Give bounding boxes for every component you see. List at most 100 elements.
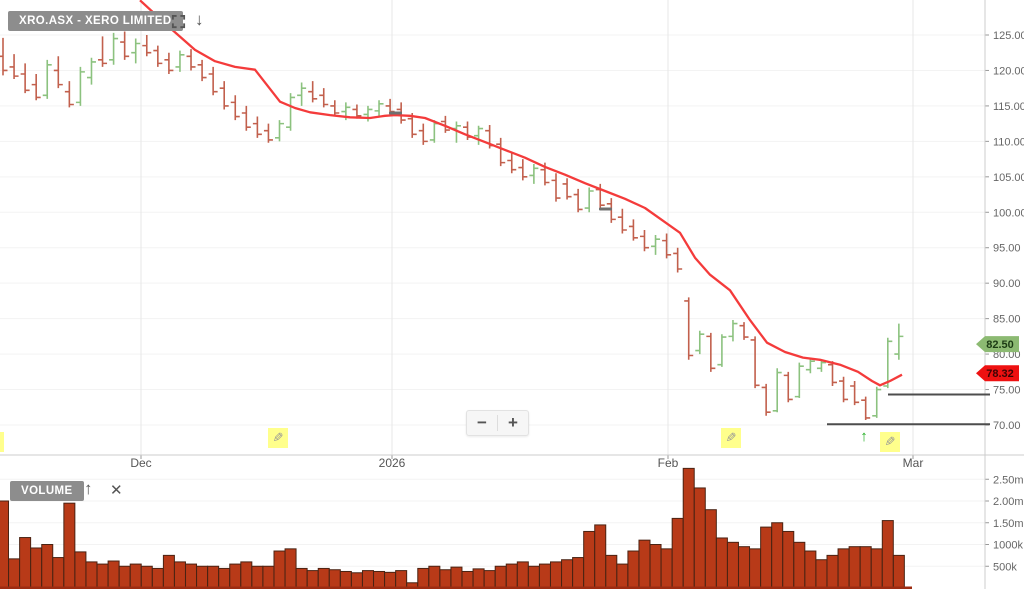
volume-bar	[815, 559, 828, 589]
volume-bar	[715, 537, 728, 589]
volume-bar	[273, 550, 286, 589]
pencil-annotation-icon[interactable]: ✎	[880, 432, 900, 452]
pencil-annotation-icon[interactable]: ✎	[268, 428, 288, 448]
pencil-annotation-icon[interactable]: ✎	[0, 432, 4, 452]
volume-bar	[837, 548, 850, 589]
ohlc-bar	[706, 332, 716, 372]
volume-bar	[151, 567, 164, 589]
ohlc-bar	[717, 334, 727, 367]
volume-bar	[373, 570, 386, 589]
ohlc-bar	[418, 123, 428, 145]
ohlc-bar	[872, 386, 882, 418]
ohlc-bar	[894, 323, 904, 360]
zoom-in-button[interactable]: +	[508, 413, 518, 432]
ohlc-bar	[850, 381, 860, 406]
time-axis-label: Dec	[130, 456, 151, 470]
ohlc-bar	[64, 81, 74, 108]
volume-bar	[505, 563, 518, 589]
volume-bar	[782, 530, 795, 589]
zoom-divider	[497, 415, 498, 431]
ohlc-bar	[772, 368, 782, 413]
ohlc-bar	[695, 330, 705, 355]
volume-bar	[892, 554, 905, 589]
volume-bar	[140, 565, 153, 589]
volume-move-up-icon[interactable]: ↑	[84, 479, 93, 498]
ohlc-bar	[263, 123, 273, 143]
volume-bar	[826, 554, 839, 589]
volume-bar	[693, 487, 706, 589]
price-axis-label: 70.00	[993, 420, 1021, 432]
dash-marker[interactable]	[599, 207, 612, 211]
ohlc-bar	[828, 361, 837, 386]
ohlc-bar	[739, 322, 749, 340]
volume-bar	[450, 566, 463, 589]
ohlc-bar	[142, 35, 152, 57]
volume-bar	[240, 561, 253, 589]
ohlc-bar	[551, 173, 561, 202]
volume-bar	[561, 559, 574, 589]
volume-bar	[173, 561, 186, 589]
symbol-title-badge[interactable]: XRO.ASX - XERO LIMITED	[8, 11, 183, 31]
ohlc-bar	[275, 120, 284, 142]
volume-bar	[594, 524, 607, 589]
time-axis-label: 2026	[379, 456, 406, 470]
dash-marker[interactable]	[389, 111, 402, 115]
ohlc-bar	[750, 336, 760, 389]
volume-bar	[726, 541, 739, 589]
ohlc-bar	[507, 152, 517, 174]
ohlc-bar	[42, 59, 52, 99]
price-badge-label: 82.50	[986, 339, 1014, 351]
volume-bar	[317, 567, 330, 589]
volume-bar	[85, 561, 98, 589]
volume-bar	[494, 565, 507, 589]
volume-bar	[428, 565, 441, 589]
ohlc-bar	[241, 105, 251, 131]
volume-bar	[350, 572, 363, 589]
price-badge-label: 78.32	[986, 368, 1014, 380]
ohlc-bar	[573, 188, 583, 213]
volume-bar	[251, 565, 264, 589]
ohlc-bar	[208, 66, 218, 96]
volume-close-icon[interactable]: ✕	[110, 482, 123, 499]
buy-signal-arrow-icon[interactable]: ↑	[860, 428, 868, 445]
collapse-down-arrow-icon[interactable]: ↓	[195, 10, 204, 29]
volume-bar	[118, 565, 131, 589]
ohlc-bar	[31, 74, 41, 101]
pencil-annotation-icon[interactable]: ✎	[721, 428, 741, 448]
ohlc-bar	[728, 320, 738, 342]
ohlc-bar	[286, 93, 296, 131]
volume-title-badge[interactable]: VOLUME	[10, 481, 84, 501]
ohlc-bar	[794, 362, 804, 399]
ohlc-bar	[783, 371, 793, 403]
ohlc-bar	[252, 116, 262, 138]
volume-axis-label: 1.50m	[993, 518, 1024, 530]
volume-bar	[218, 567, 231, 589]
ohlc-bar	[98, 36, 108, 67]
price-axis-label: 85.00	[993, 314, 1021, 326]
zoom-out-button[interactable]: −	[477, 413, 487, 432]
ohlc-bar	[562, 178, 572, 200]
ohlc-bar	[86, 57, 96, 85]
ohlc-bar	[175, 50, 185, 72]
volume-bar	[516, 561, 529, 589]
volume-bar	[793, 541, 806, 589]
ohlc-bar	[363, 105, 373, 122]
volume-bar	[207, 565, 220, 589]
ohlc-bar	[352, 104, 362, 119]
fullscreen-icon[interactable]	[171, 14, 186, 29]
price-chart-pane[interactable]: 125.00 120.00 115.00 110.00 105.00 100.00 95.0…	[0, 0, 1024, 470]
volume-bar	[859, 546, 872, 589]
volume-bar	[671, 517, 684, 589]
volume-bar	[881, 520, 894, 589]
time-axis-label: Feb	[658, 456, 679, 470]
volume-bar	[550, 561, 562, 589]
ohlc-bar	[20, 63, 30, 94]
volume-bar	[649, 544, 662, 589]
ohlc-bar	[374, 100, 384, 117]
ohlc-bar	[883, 337, 893, 389]
ohlc-bar	[805, 358, 815, 374]
ohlc-bar	[153, 45, 163, 67]
volume-chart-pane[interactable]: 2.50m 2.00m 1.50m 1000k 500k	[0, 467, 1024, 589]
ohlc-bar	[219, 81, 229, 110]
